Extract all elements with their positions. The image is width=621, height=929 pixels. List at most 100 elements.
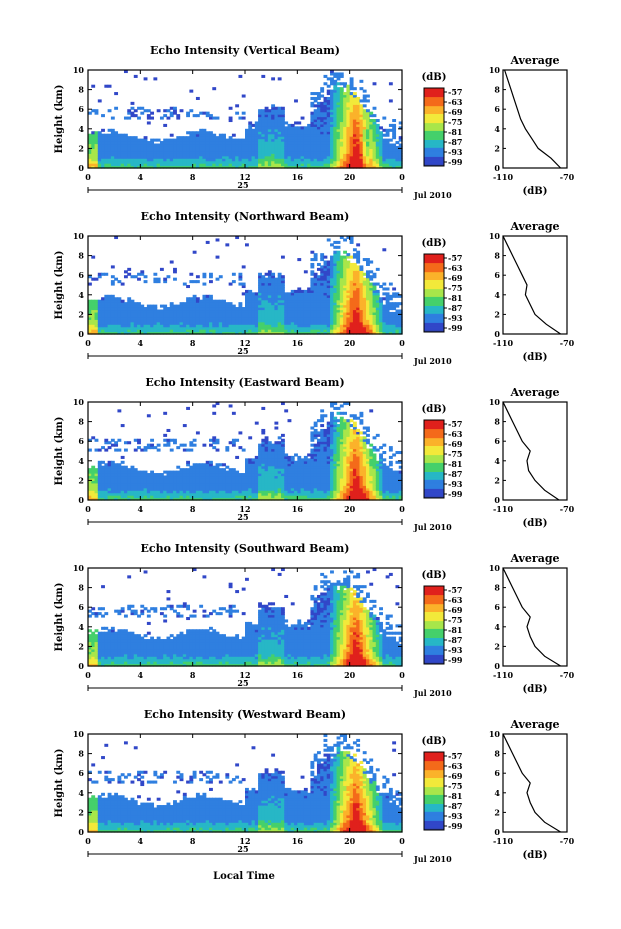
- heatmap-cell: [290, 131, 295, 135]
- heatmap-cell: [339, 87, 344, 91]
- heatmap-cell: [169, 158, 174, 162]
- heatmap-cell: [231, 141, 236, 145]
- heatmap-cell: [195, 150, 200, 154]
- heatmap-cell: [271, 307, 276, 311]
- heatmap-cell: [303, 302, 308, 306]
- heatmap-cell: [209, 163, 213, 167]
- panel-title: Echo Intensity (Northward Beam): [141, 210, 350, 223]
- heatmap-cell: [88, 299, 92, 303]
- heatmap-cell: [356, 163, 361, 167]
- heatmap-cell: [267, 136, 272, 140]
- heatmap-cell: [150, 153, 155, 157]
- heatmap-cell: [228, 160, 233, 164]
- heatmap-cell: [91, 304, 96, 308]
- heatmap-cell: [398, 138, 403, 142]
- heatmap-cell: [225, 148, 230, 152]
- heatmap-cell: [356, 123, 361, 127]
- heatmap-cell: [186, 309, 190, 313]
- heatmap-cell: [231, 314, 236, 318]
- heatmap-cell: [349, 165, 354, 169]
- heatmap-cell: [258, 163, 262, 167]
- heatmap-cell: [303, 131, 308, 135]
- heatmap-cell: [349, 119, 354, 123]
- heatmap-cell: [313, 324, 318, 328]
- heatmap-cell: [261, 304, 266, 308]
- heatmap-cell: [284, 148, 289, 152]
- heatmap-cell: [91, 138, 96, 142]
- heatmap-cell: [107, 307, 112, 311]
- heatmap-cell: [163, 326, 168, 330]
- heatmap-cell: [297, 311, 302, 315]
- heatmap-cell: [104, 302, 109, 306]
- colorbar-swatch: [424, 136, 444, 138]
- heatmap-cell: [336, 106, 341, 110]
- heatmap-cell: [307, 138, 312, 142]
- heatmap-cell: [261, 282, 266, 286]
- heatmap-cell: [307, 294, 312, 298]
- heatmap-cell: [140, 138, 145, 142]
- heatmap-cell: [143, 138, 148, 142]
- heatmap-cell: [101, 148, 105, 152]
- heatmap-cell: [382, 143, 387, 147]
- heatmap-cell: [366, 121, 370, 125]
- heatmap-cell: [277, 294, 282, 298]
- heatmap-cell: [271, 314, 276, 318]
- heatmap-cell: [202, 309, 207, 313]
- heatmap-cell: [258, 116, 262, 120]
- heatmap-cell: [212, 158, 217, 162]
- heatmap-cell: [258, 277, 262, 281]
- heatmap-cell: [228, 155, 233, 159]
- heatmap-cell: [326, 238, 331, 242]
- heatmap-cell: [303, 150, 308, 154]
- heatmap-cell: [114, 314, 119, 318]
- heatmap-cell: [88, 319, 92, 323]
- heatmap-cell: [274, 155, 279, 159]
- heatmap-cell: [359, 111, 364, 115]
- heatmap-cell: [307, 287, 312, 291]
- heatmap-cell: [251, 131, 256, 135]
- heatmap-cell: [271, 131, 276, 135]
- average-profile-line: [504, 69, 562, 169]
- heatmap-cell: [274, 163, 279, 167]
- heatmap-cell: [153, 155, 158, 159]
- heatmap-cell: [372, 131, 377, 135]
- heatmap-cell: [186, 302, 190, 306]
- heatmap-cell: [343, 138, 347, 142]
- heatmap-cell: [143, 160, 148, 164]
- heatmap-cell: [336, 143, 341, 147]
- heatmap-cell: [303, 289, 308, 293]
- heatmap-cell: [274, 319, 279, 323]
- heatmap-cell: [313, 133, 318, 137]
- heatmap-cell: [330, 104, 334, 108]
- heatmap-cell: [267, 287, 272, 291]
- heatmap-cell: [202, 331, 207, 335]
- heatmap-cell: [277, 121, 282, 125]
- heatmap-cell: [320, 270, 325, 274]
- heatmap-cell: [316, 109, 321, 113]
- heatmap-cell: [290, 163, 295, 167]
- heatmap-cell: [245, 160, 249, 164]
- heatmap-cell: [94, 150, 99, 154]
- heatmap-cell: [130, 316, 135, 320]
- heatmap-cell: [277, 299, 282, 303]
- heatmap-cell: [97, 319, 102, 323]
- heatmap-cell: [307, 150, 312, 154]
- heatmap-cell: [323, 311, 328, 315]
- heatmap-cell: [235, 319, 240, 323]
- heatmap-cell: [280, 304, 285, 308]
- heatmap-cell: [323, 114, 328, 118]
- heatmap-cell: [271, 329, 276, 333]
- heatmap-cell: [280, 121, 285, 125]
- heatmap-cell: [159, 314, 164, 318]
- heatmap-cell: [202, 311, 207, 315]
- heatmap-cell: [238, 74, 243, 78]
- heatmap-cell: [182, 307, 187, 311]
- heatmap-cell: [245, 136, 249, 140]
- heatmap-cell: [294, 302, 298, 306]
- heatmap-cell: [245, 138, 249, 142]
- heatmap-cell: [271, 155, 276, 159]
- heatmap-cell: [274, 131, 279, 135]
- heatmap-cell: [343, 153, 347, 157]
- heatmap-cell: [140, 321, 145, 325]
- heatmap-cell: [146, 143, 151, 147]
